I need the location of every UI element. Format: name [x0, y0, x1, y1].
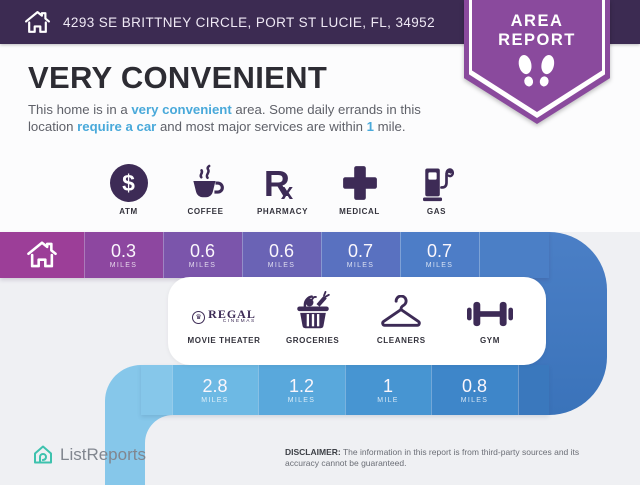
home-marker-icon	[0, 232, 84, 278]
hanger-icon	[379, 285, 423, 331]
desc-highlight-mile: 1	[366, 119, 374, 134]
desc-text: This home is in a	[28, 102, 132, 117]
distance-value: 0.6	[189, 240, 216, 261]
desc-highlight-convenient: very convenient	[131, 102, 232, 117]
amenity-coffee: COFFEE	[167, 160, 244, 216]
regal-cinemas-logo: ♛ REGAL CINEMAS	[192, 285, 256, 331]
distance-bar-2: 2.8 MILES 1.2 MILES 1 MILE 0.8 MILES	[141, 365, 549, 415]
badge-title: AREA REPORT	[464, 12, 610, 49]
amenity-cleaners: CLEANERS	[357, 285, 445, 365]
distance-value: 0.7	[347, 240, 374, 261]
amenity-row-1: $ ATM COFFEE R x PHARMACY	[90, 160, 475, 216]
amenity-gas: GAS	[398, 160, 475, 216]
amenity-row-2: ♛ REGAL CINEMAS MOVIE THEATER	[168, 277, 546, 365]
summary-description: This home is in a very convenient area. …	[28, 101, 478, 135]
amenity-movie-theater: ♛ REGAL CINEMAS MOVIE THEATER	[180, 285, 268, 365]
distance-bar-1: 0.3 MILES 0.6 MILES 0.6 MILES 0.7 MILES …	[0, 232, 549, 278]
distance-unit: MILES	[346, 261, 375, 269]
badge-line1: AREA	[510, 12, 564, 30]
regal-crown-icon: ♛	[192, 310, 206, 324]
distance-pharmacy: 0.6 MILES	[242, 232, 321, 278]
distance-unit: MILES	[267, 261, 296, 269]
distance-medical: 0.7 MILES	[321, 232, 400, 278]
coffee-icon	[186, 160, 226, 202]
dollar-glyph: $	[122, 169, 135, 196]
distance-value: 1	[382, 375, 393, 396]
amenity-groceries: GROCERIES	[269, 285, 357, 365]
regal-sub: CINEMAS	[222, 319, 256, 324]
amenity-label: MEDICAL	[339, 207, 380, 216]
bar1-filler	[479, 232, 549, 278]
footprints-icon	[464, 50, 610, 96]
disclaimer-label: DISCLAIMER:	[285, 447, 341, 457]
home-icon	[24, 10, 51, 35]
distance-unit: MILES	[188, 261, 217, 269]
desc-text: mile.	[373, 119, 406, 134]
distance-unit: MILES	[287, 396, 316, 404]
regal-name: REGAL	[208, 307, 256, 321]
gas-pump-icon	[420, 160, 454, 202]
amenity-label: GAS	[426, 207, 447, 216]
distance-value: 0.6	[268, 240, 295, 261]
distance-unit: MILES	[201, 396, 229, 404]
distance-movie-theater: 2.8 MILES	[172, 365, 258, 415]
desc-highlight-car: require a car	[77, 119, 157, 134]
distance-value: 0.7	[426, 240, 453, 261]
amenity-pharmacy: R x PHARMACY	[244, 160, 321, 217]
amenity-label: COFFEE	[187, 207, 224, 216]
distance-unit: MILES	[109, 261, 138, 269]
pharmacy-rx-icon: R x	[263, 160, 301, 204]
atm-icon: $	[109, 160, 148, 202]
distance-value: 0.3	[110, 240, 137, 261]
distance-unit: MILE	[377, 396, 399, 404]
distance-atm: 0.3 MILES	[84, 232, 163, 278]
groceries-basket-icon	[293, 285, 333, 331]
area-report-badge: AREA REPORT	[464, 0, 610, 124]
desc-text: location	[28, 119, 78, 134]
page-title: VERY CONVENIENT	[28, 60, 328, 95]
distance-value: 1.2	[288, 375, 315, 396]
distance-unit: MILES	[425, 261, 454, 269]
disclaimer-text: The information in this report is from t…	[285, 447, 580, 468]
amenity-atm: $ ATM	[90, 160, 167, 216]
medical-cross-icon	[341, 160, 379, 202]
amenity-label: ATM	[119, 207, 138, 216]
listreports-logo: ListReports	[32, 444, 146, 466]
bar2-left-cap	[141, 365, 172, 415]
desc-text: area. Some daily errands in this	[231, 102, 421, 117]
listreports-house-icon	[34, 445, 52, 464]
amenity-medical: MEDICAL	[321, 160, 398, 216]
rx-x-glyph: x	[280, 179, 294, 204]
amenity-label: PHARMACY	[256, 207, 309, 216]
amenity-label: GYM	[479, 336, 500, 345]
distance-unit: MILES	[460, 396, 489, 404]
amenity-label: GROCERIES	[285, 336, 340, 345]
distance-gas: 0.7 MILES	[400, 232, 479, 278]
listreports-brand-text: ListReports	[60, 445, 146, 464]
disclaimer: DISCLAIMER: The information in this repo…	[285, 447, 613, 469]
badge-line2: REPORT	[498, 30, 576, 49]
distance-cleaners: 1 MILE	[345, 365, 431, 415]
dumbbell-icon	[466, 285, 513, 331]
rx-r-glyph: R	[263, 163, 290, 204]
amenity-gym: GYM	[446, 285, 534, 365]
background-corner-patch	[145, 415, 175, 485]
bar2-filler	[518, 365, 549, 415]
distance-groceries: 1.2 MILES	[258, 365, 345, 415]
desc-text: and most major services are within	[156, 119, 367, 134]
amenity-label: MOVIE THEATER	[187, 336, 261, 345]
distance-value: 2.8	[202, 375, 228, 396]
amenity-label: CLEANERS	[376, 336, 426, 345]
distance-coffee: 0.6 MILES	[163, 232, 242, 278]
distance-value: 0.8	[461, 375, 488, 396]
property-address: 4293 SE BRITTNEY CIRCLE, PORT ST LUCIE, …	[63, 14, 435, 30]
distance-gym: 0.8 MILES	[431, 365, 518, 415]
